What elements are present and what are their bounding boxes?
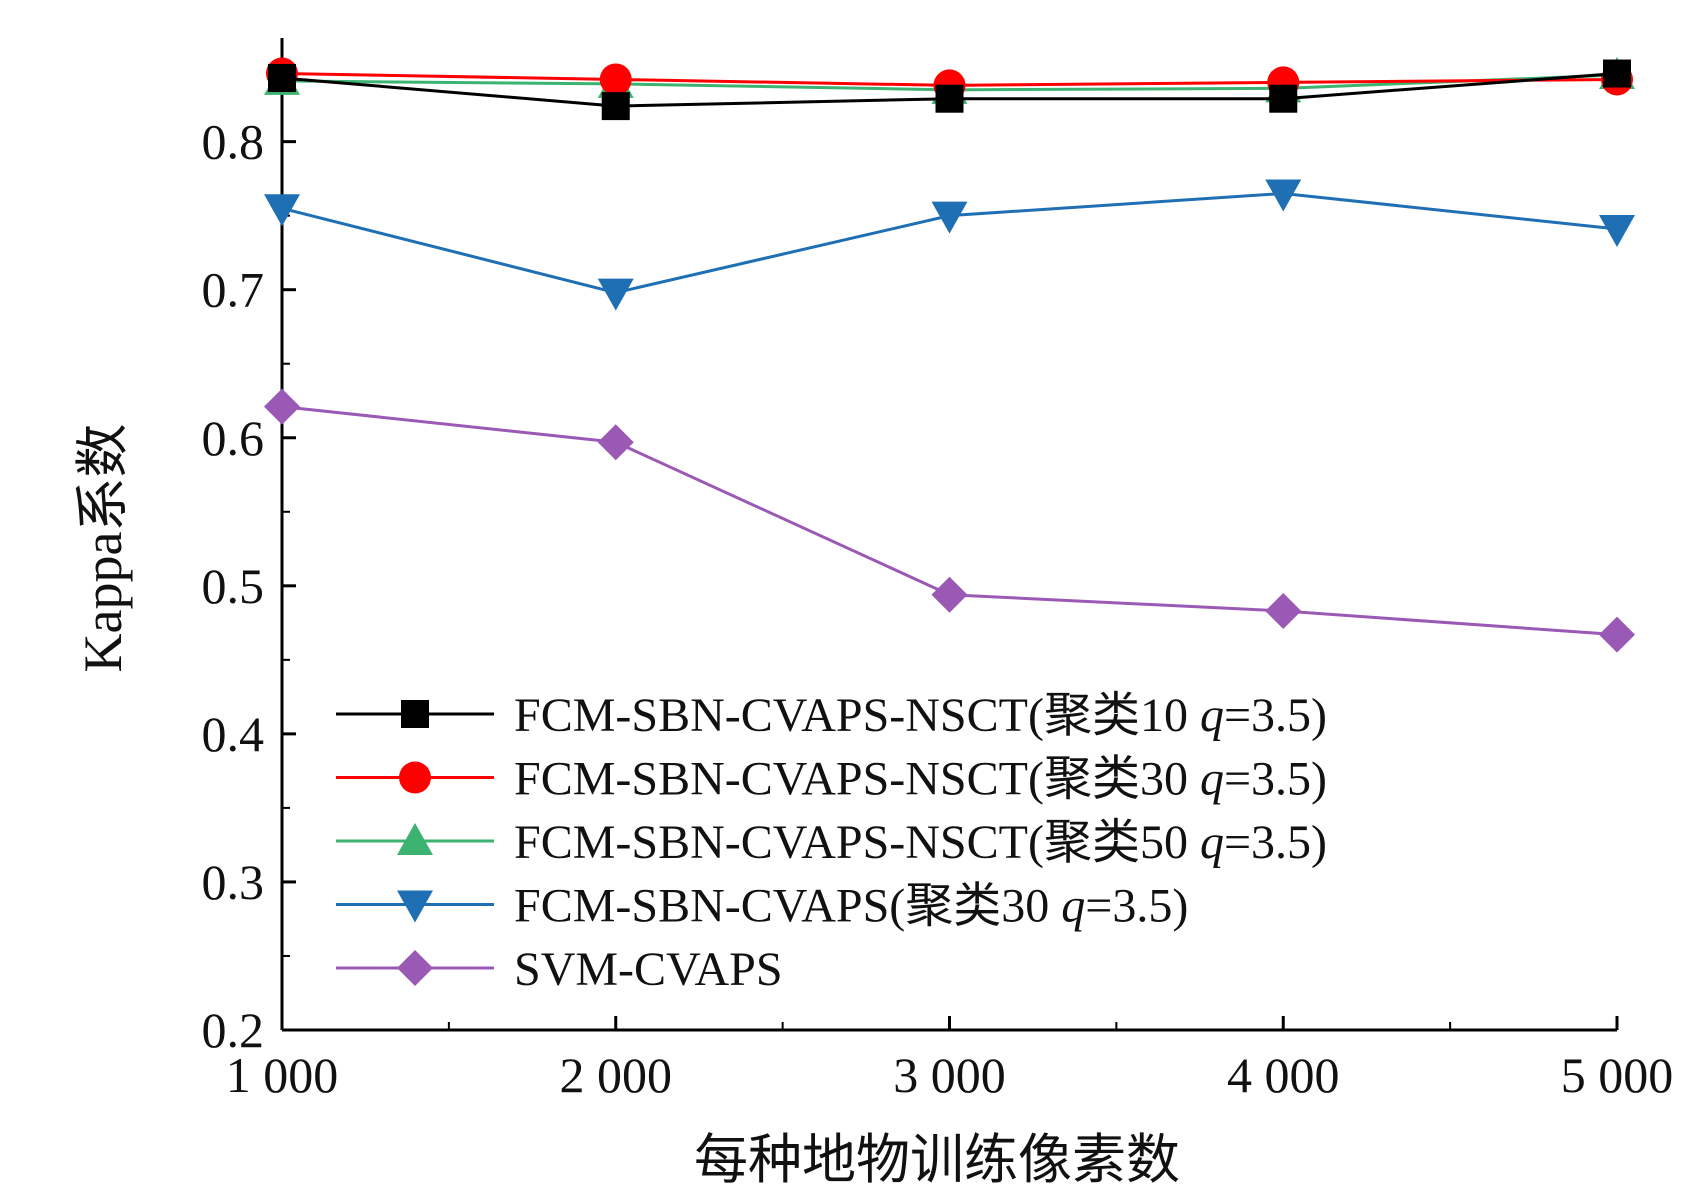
legend: FCM-SBN-CVAPS-NSCT(聚类10 q=3.5) FCM-SBN-CV…	[336, 689, 1327, 996]
legend-entry: FCM-SBN-CVAPS-NSCT(聚类30 q=3.5)	[336, 753, 1327, 806]
data-point-marker	[601, 92, 630, 121]
data-point-marker	[599, 63, 632, 96]
legend-marker	[399, 761, 431, 794]
y-tick-label: 0.5	[202, 558, 265, 614]
data-point-marker	[935, 84, 964, 113]
y-tick-label: 0.4	[202, 706, 265, 762]
legend-label: FCM-SBN-CVAPS-NSCT(聚类10 q=3.5)	[514, 689, 1327, 742]
x-tick-label: 5 000	[1561, 1047, 1674, 1103]
y-tick-label: 0.3	[202, 854, 265, 910]
legend-entry: FCM-SBN-CVAPS(聚类30 q=3.5)	[336, 880, 1188, 933]
data-point-marker	[264, 388, 300, 425]
series-1	[268, 59, 1631, 121]
x-axis-title: 每种地物训练像素数	[694, 1130, 1180, 1190]
axes: 0.2 0.3 0.4 0.5 0.6 0.7 0.8 1 000 2 000 3 000 4 00…	[202, 38, 1674, 1103]
data-point-marker	[1269, 84, 1298, 113]
legend-entry: FCM-SBN-CVAPS-NSCT(聚类10 q=3.5)	[336, 689, 1327, 742]
data-point-marker	[1265, 592, 1302, 629]
legend-marker	[397, 823, 433, 855]
data-point-marker	[1265, 179, 1302, 212]
x-tick-label: 1 000	[226, 1047, 339, 1103]
legend-marker	[397, 890, 433, 923]
series-lines	[264, 57, 1635, 653]
legend-label: FCM-SBN-CVAPS-NSCT(聚类50 q=3.5)	[514, 816, 1327, 869]
legend-marker	[397, 950, 433, 986]
x-tick-label: 3 000	[893, 1047, 1006, 1103]
legend-label: FCM-SBN-CVAPS(聚类30 q=3.5)	[514, 880, 1188, 933]
y-tick-label: 0.8	[202, 114, 265, 170]
series-4	[264, 179, 1635, 311]
legend-label: FCM-SBN-CVAPS-NSCT(聚类30 q=3.5)	[514, 753, 1327, 806]
data-point-marker	[931, 201, 968, 234]
legend-entry: SVM-CVAPS	[336, 943, 783, 996]
y-axis-title: Kappa系数	[73, 424, 133, 673]
data-point-marker	[1599, 616, 1635, 653]
data-point-marker	[264, 194, 300, 227]
x-tick-label: 4 000	[1227, 1047, 1340, 1103]
y-tick-label: 0.2	[202, 1002, 265, 1058]
legend-marker	[401, 700, 429, 728]
legend-entry: FCM-SBN-CVAPS-NSCT(聚类50 q=3.5)	[336, 816, 1327, 869]
series-5	[264, 388, 1635, 653]
data-point-marker	[597, 278, 634, 311]
x-tick-label: 2 000	[560, 1047, 673, 1103]
data-point-marker	[597, 424, 634, 461]
data-point-marker	[1603, 59, 1631, 88]
legend-label: SVM-CVAPS	[514, 943, 783, 996]
data-point-marker	[931, 576, 968, 613]
y-tick-label: 0.7	[202, 262, 265, 318]
data-point-marker	[1599, 214, 1635, 247]
data-point-marker	[268, 63, 296, 92]
y-tick-label: 0.6	[202, 410, 265, 466]
